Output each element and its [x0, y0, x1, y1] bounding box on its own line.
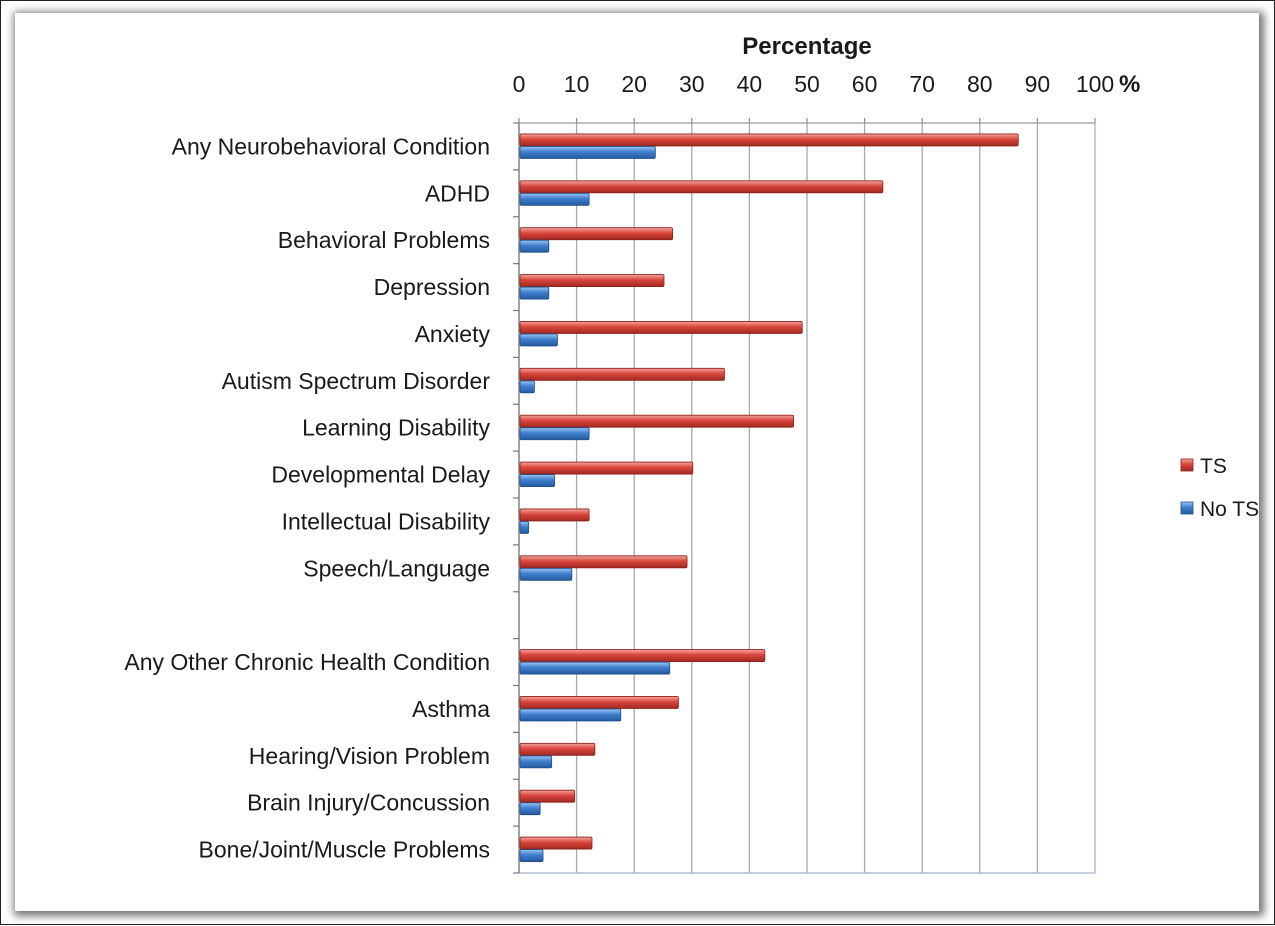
category-label: Developmental Delay	[271, 462, 490, 488]
bars	[519, 133, 1019, 862]
x-tick-label-30: 30	[679, 71, 705, 97]
bar-ts	[519, 649, 766, 662]
category-label: Autism Spectrum Disorder	[222, 368, 491, 394]
bar-ts	[519, 461, 694, 475]
bar-no-ts	[519, 521, 530, 534]
legend-label-no-ts: No TS	[1200, 498, 1259, 521]
bar-ts	[519, 742, 596, 756]
category-label: Speech/Language	[303, 555, 490, 581]
bar-no-ts	[519, 708, 622, 722]
bar-ts	[519, 133, 1019, 147]
bar-no-ts	[519, 427, 590, 441]
x-tick-label-0: 0	[513, 71, 526, 97]
category-label: Any Neurobehavioral Condition	[172, 133, 490, 159]
category-label: ADHD	[425, 180, 490, 206]
x-tick-label-20: 20	[621, 71, 647, 97]
x-tick-label-90: 90	[1025, 71, 1051, 97]
x-tick-label-80: 80	[967, 71, 993, 97]
unit-symbol: %	[1119, 71, 1140, 98]
bar-ts	[519, 508, 590, 522]
x-tick-label-40: 40	[737, 71, 763, 97]
bar-ts	[519, 414, 795, 428]
x-tick-label-60: 60	[852, 71, 878, 97]
bar-no-ts	[519, 146, 656, 159]
category-label: Behavioral Problems	[278, 227, 490, 253]
x-tick-label-70: 70	[909, 71, 935, 97]
category-label: Learning Disability	[302, 415, 490, 441]
category-label: Anxiety	[415, 321, 491, 347]
x-tick-label-50: 50	[794, 71, 820, 97]
category-label: Asthma	[412, 696, 490, 722]
bar-ts	[519, 227, 674, 241]
bar-no-ts	[519, 474, 555, 487]
chart-title: Percentage	[742, 33, 871, 60]
bar-no-ts	[519, 567, 573, 581]
bar-no-ts	[519, 380, 535, 394]
category-label: Intellectual Disability	[282, 508, 491, 534]
bar-ts	[519, 789, 576, 803]
legend-label-ts: TS	[1200, 455, 1227, 478]
category-label: Bone/Joint/Muscle Problems	[199, 837, 490, 863]
category-label: Brain Injury/Concussion	[247, 790, 490, 816]
x-tick-label-100: 100	[1076, 71, 1114, 97]
category-label: Any Other Chronic Health Condition	[124, 649, 490, 675]
bar-ts	[519, 836, 593, 850]
category-label: Depression	[374, 274, 490, 300]
bar-ts	[519, 367, 725, 381]
bar-ts	[519, 180, 884, 194]
bar-no-ts	[519, 802, 541, 816]
legend-swatch-no-ts	[1180, 501, 1194, 515]
bar-ts	[519, 696, 679, 709]
bar-no-ts	[519, 192, 590, 206]
legend: TS No TS	[1180, 455, 1259, 521]
bar-no-ts	[519, 239, 550, 253]
bar-ts	[519, 321, 803, 334]
bar-no-ts	[519, 755, 553, 769]
axes	[513, 118, 1096, 874]
bar-ts	[519, 274, 665, 287]
legend-swatch-ts	[1180, 458, 1194, 472]
bar-no-ts	[519, 661, 671, 675]
bar-no-ts	[519, 333, 558, 347]
labels: Percentage % 0 10 20 30 40 50 60 70 80 90 100 Any N…	[124, 33, 1140, 863]
bar-no-ts	[519, 849, 544, 862]
grid-lines	[575, 123, 1096, 873]
bar-ts	[519, 555, 688, 569]
category-label: Hearing/Vision Problem	[249, 743, 490, 769]
bar-no-ts	[519, 286, 550, 300]
x-tick-label-10: 10	[564, 71, 590, 97]
